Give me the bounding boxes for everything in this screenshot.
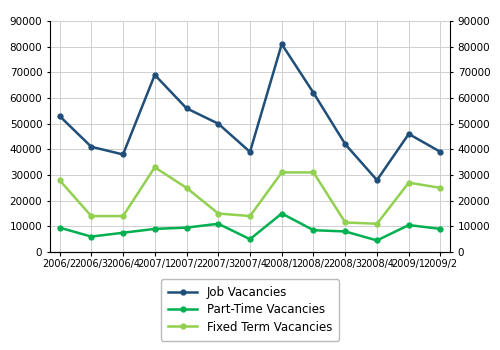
Job Vacancies [342, 142, 348, 146]
Part-Time Vacancies [184, 225, 190, 230]
Part-Time Vacancies [438, 227, 444, 231]
Job Vacancies [88, 145, 94, 149]
Job Vacancies [406, 132, 411, 136]
Fixed Term Vacancies [438, 186, 444, 190]
Part-Time Vacancies [120, 231, 126, 235]
Line: Job Vacancies: Job Vacancies [57, 42, 443, 183]
Job Vacancies [278, 42, 284, 46]
Fixed Term Vacancies [374, 222, 380, 226]
Part-Time Vacancies [247, 237, 253, 241]
Part-Time Vacancies [278, 211, 284, 216]
Part-Time Vacancies [56, 225, 62, 230]
Legend: Job Vacancies, Part-Time Vacancies, Fixed Term Vacancies: Job Vacancies, Part-Time Vacancies, Fixe… [161, 279, 339, 341]
Job Vacancies [120, 152, 126, 156]
Fixed Term Vacancies [310, 170, 316, 175]
Line: Fixed Term Vacancies: Fixed Term Vacancies [57, 165, 443, 226]
Fixed Term Vacancies [278, 170, 284, 175]
Fixed Term Vacancies [56, 178, 62, 182]
Part-Time Vacancies [374, 238, 380, 243]
Part-Time Vacancies [88, 234, 94, 239]
Fixed Term Vacancies [342, 220, 348, 225]
Fixed Term Vacancies [406, 181, 411, 185]
Line: Part-Time Vacancies: Part-Time Vacancies [57, 211, 443, 243]
Part-Time Vacancies [152, 227, 158, 231]
Job Vacancies [184, 106, 190, 110]
Fixed Term Vacancies [152, 165, 158, 169]
Fixed Term Vacancies [216, 211, 222, 216]
Job Vacancies [56, 114, 62, 118]
Fixed Term Vacancies [88, 214, 94, 218]
Fixed Term Vacancies [184, 186, 190, 190]
Job Vacancies [310, 91, 316, 95]
Job Vacancies [152, 73, 158, 77]
Fixed Term Vacancies [120, 214, 126, 218]
Part-Time Vacancies [406, 223, 411, 227]
Job Vacancies [216, 121, 222, 126]
Part-Time Vacancies [216, 222, 222, 226]
Job Vacancies [438, 150, 444, 154]
Part-Time Vacancies [342, 229, 348, 233]
Job Vacancies [374, 178, 380, 182]
Part-Time Vacancies [310, 228, 316, 232]
Job Vacancies [247, 150, 253, 154]
Fixed Term Vacancies [247, 214, 253, 218]
